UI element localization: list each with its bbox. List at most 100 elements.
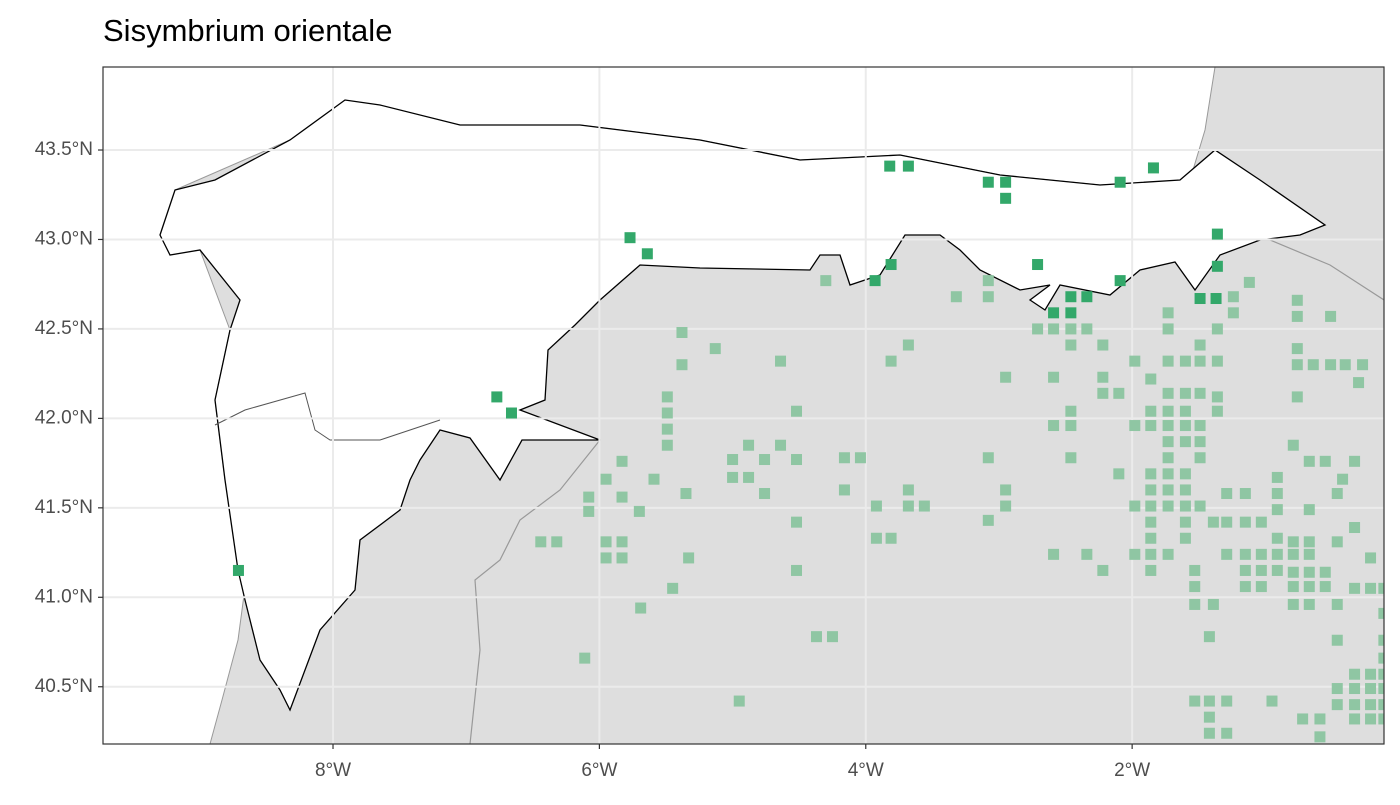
point [1194, 420, 1206, 432]
point [1303, 455, 1315, 467]
point [1162, 436, 1174, 448]
point [743, 471, 755, 483]
point [1179, 468, 1191, 480]
point [1365, 668, 1377, 680]
point [1000, 371, 1012, 383]
point [902, 339, 914, 351]
point [1129, 500, 1141, 512]
x-tick-label: 6°W [581, 760, 617, 781]
point [1162, 548, 1174, 560]
point [232, 564, 244, 576]
point [1048, 307, 1060, 319]
point [1303, 504, 1315, 516]
point [1129, 355, 1141, 367]
point [1349, 713, 1361, 725]
point [918, 500, 930, 512]
point [551, 536, 563, 548]
point [902, 484, 914, 496]
point [491, 391, 503, 403]
point [1194, 355, 1206, 367]
point [1291, 391, 1303, 403]
x-tick-label: 8°W [315, 760, 351, 781]
point [600, 552, 612, 564]
point [1179, 484, 1191, 496]
point [1331, 634, 1343, 646]
point [1129, 420, 1141, 432]
point [1303, 566, 1315, 578]
point [870, 500, 882, 512]
point [1307, 359, 1319, 371]
point [950, 291, 962, 303]
point [624, 232, 636, 244]
point [1179, 355, 1191, 367]
point [676, 327, 688, 339]
point [1303, 598, 1315, 610]
point [1048, 371, 1060, 383]
point [1378, 713, 1384, 725]
point [1287, 598, 1299, 610]
point [826, 631, 838, 643]
point [1065, 405, 1077, 417]
point [1162, 420, 1174, 432]
point [1331, 683, 1343, 695]
point [1211, 228, 1223, 240]
point [1331, 598, 1343, 610]
point [902, 160, 914, 172]
point [885, 532, 897, 544]
point [1162, 307, 1174, 319]
point [727, 471, 739, 483]
point [1211, 323, 1223, 335]
point [1194, 387, 1206, 399]
y-tick-label: 42.5°N [35, 318, 93, 339]
point [1194, 436, 1206, 448]
point [1179, 387, 1191, 399]
point [1287, 581, 1299, 593]
point [982, 275, 994, 287]
point [838, 484, 850, 496]
point [1179, 405, 1191, 417]
point [683, 552, 695, 564]
point [1291, 294, 1303, 306]
point [600, 536, 612, 548]
point [1032, 259, 1044, 271]
point [791, 564, 803, 576]
point [1097, 371, 1109, 383]
point [1065, 420, 1077, 432]
point [1255, 516, 1267, 528]
point [759, 454, 771, 466]
point [1065, 339, 1077, 351]
point [661, 439, 673, 451]
point [1243, 276, 1255, 288]
point [1287, 439, 1299, 451]
point [1349, 683, 1361, 695]
point [535, 536, 547, 548]
point [1048, 323, 1060, 335]
point [1287, 548, 1299, 560]
point [1378, 683, 1384, 695]
point [1162, 484, 1174, 496]
point [1145, 484, 1157, 496]
point [1378, 699, 1384, 711]
point [1221, 695, 1233, 707]
point [579, 652, 591, 664]
point [1145, 548, 1157, 560]
point [667, 582, 679, 594]
point [1271, 471, 1283, 483]
point [982, 176, 994, 188]
point [1353, 377, 1365, 389]
point [505, 407, 517, 419]
y-tick-label: 42.0°N [35, 407, 93, 428]
point [1365, 683, 1377, 695]
point [1081, 323, 1093, 335]
point [1065, 323, 1077, 335]
point [1203, 631, 1215, 643]
point [1189, 581, 1201, 593]
point [1349, 522, 1361, 534]
point [1221, 548, 1233, 560]
point [1113, 387, 1125, 399]
point [1365, 699, 1377, 711]
point [1194, 500, 1206, 512]
point [616, 491, 628, 503]
point [1255, 548, 1267, 560]
point [1207, 516, 1219, 528]
